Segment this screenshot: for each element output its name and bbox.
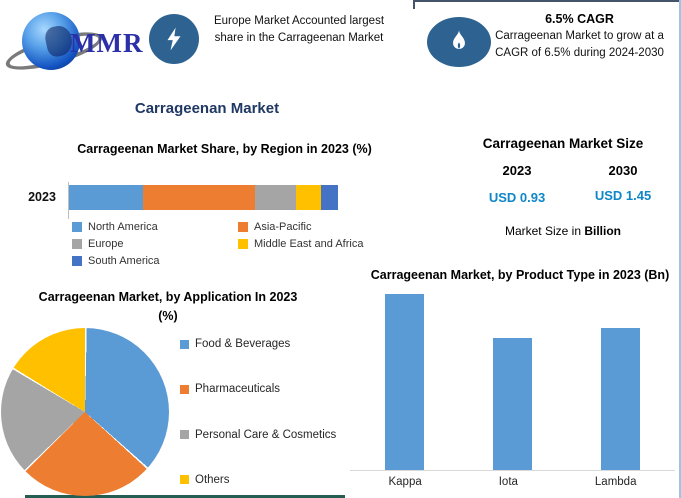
market-size-year-2030: 2030 <box>608 163 638 178</box>
legend-swatch-europe <box>72 239 82 249</box>
bar-iota <box>492 338 532 470</box>
logo-text: MMR <box>70 28 144 58</box>
lightning-icon <box>149 14 199 64</box>
flame-icon <box>427 17 491 67</box>
bar-segment-middle-east-and-africa <box>296 185 322 210</box>
region-stacked-bar <box>69 185 338 210</box>
top-border-stub <box>413 0 415 9</box>
legend-label-south-america: South America <box>88 255 160 267</box>
legend-item-others: Others <box>180 474 350 486</box>
legend-item-personal-care-cosmetics: Personal Care & Cosmetics <box>180 429 350 441</box>
bar-label-lambda: Lambda <box>594 476 637 488</box>
page-title: Carrageenan Market <box>134 100 280 117</box>
legend-label-north-america: North America <box>88 221 158 233</box>
application-chart-title: Carrageenan Market, by Application In 20… <box>38 290 298 323</box>
market-size-value-2023: USD 0.93 <box>488 190 546 205</box>
product-bar-plot <box>350 285 675 471</box>
top-border-line <box>413 0 679 2</box>
flame-glyph <box>453 29 465 49</box>
market-size-year-2023: 2023 <box>502 163 532 178</box>
legend-label-pharmaceuticals: Pharmaceuticals <box>195 383 281 396</box>
bar-segment-asia-pacific <box>142 185 256 210</box>
market-size-title: Carrageenan Market Size <box>482 136 644 151</box>
bar-segment-europe <box>255 185 297 210</box>
header-fact-europe-text: Europe Market Accounted largest share in… <box>213 15 385 45</box>
product-bar-labels: Kappa Iota Lambda <box>350 476 675 488</box>
legend-label-europe: Europe <box>88 238 124 250</box>
legend-swatch-north-america <box>72 222 82 232</box>
bar-lambda <box>601 328 641 470</box>
legend-label-personal-care-cosmetics: Personal Care & Cosmetics <box>195 428 337 441</box>
legend-item-asia-pacific: Asia-Pacific <box>238 221 377 233</box>
legend-label-others: Others <box>195 473 230 486</box>
region-chart-category-label: 2023 <box>28 190 56 204</box>
market-size-caption-bold: Billion <box>584 224 622 238</box>
legend-item-europe: Europe <box>72 238 238 250</box>
lightning-glyph <box>167 27 181 51</box>
globe-icon <box>22 12 80 70</box>
cagr-body: Carrageenan Market to grow at a CAGR of … <box>495 30 664 60</box>
legend-item-pharmaceuticals: Pharmaceuticals <box>180 383 350 395</box>
legend-swatch-food-beverages <box>180 339 189 349</box>
legend-label-middle-east-and-africa: Middle East and Africa <box>254 238 364 250</box>
market-size-value-2030: USD 1.45 <box>594 188 652 203</box>
legend-item-north-america: North America <box>72 221 238 233</box>
application-legend: Food & Beverages Pharmaceuticals Personal … <box>180 338 350 486</box>
bar-segment-south-america <box>321 185 338 210</box>
market-size-caption-regular: Market Size in <box>504 224 581 238</box>
legend-item-food-beverages: Food & Beverages <box>180 338 350 350</box>
legend-swatch-middle-east-and-africa <box>238 239 248 249</box>
legend-swatch-asia-pacific <box>238 222 248 232</box>
bar-kappa <box>384 294 424 470</box>
region-chart-title: Carrageenan Market Share, by Region in 2… <box>77 142 372 156</box>
bar-label-kappa: Kappa <box>388 476 422 488</box>
legend-swatch-south-america <box>72 256 82 266</box>
bottom-border-line <box>25 495 345 498</box>
legend-label-food-beverages: Food & Beverages <box>195 338 291 350</box>
header-fact-cagr: 6.5% CAGR Carrageenan Market to grow at … <box>488 12 671 63</box>
region-legend: North America Asia-Pacific Europe Middle Ea… <box>72 221 377 267</box>
bar-segment-north-america <box>69 185 143 210</box>
legend-item-south-america: South America <box>72 255 238 267</box>
application-pie <box>1 328 169 496</box>
product-chart-title: Carrageenan Market, by Product Type in 2… <box>370 268 670 282</box>
region-chart-axis-line <box>68 182 69 219</box>
legend-swatch-others <box>180 475 189 485</box>
cagr-heading: 6.5% CAGR <box>545 12 614 26</box>
legend-label-asia-pacific: Asia-Pacific <box>254 221 312 233</box>
bar-label-iota: Iota <box>498 476 518 488</box>
brand-logo: MMR <box>2 4 156 78</box>
market-size-caption: Market Size in Billion <box>445 224 679 238</box>
legend-item-middle-east-and-africa: Middle East and Africa <box>238 238 377 250</box>
legend-swatch-personal-care-cosmetics <box>180 430 189 440</box>
legend-swatch-pharmaceuticals <box>180 384 189 394</box>
